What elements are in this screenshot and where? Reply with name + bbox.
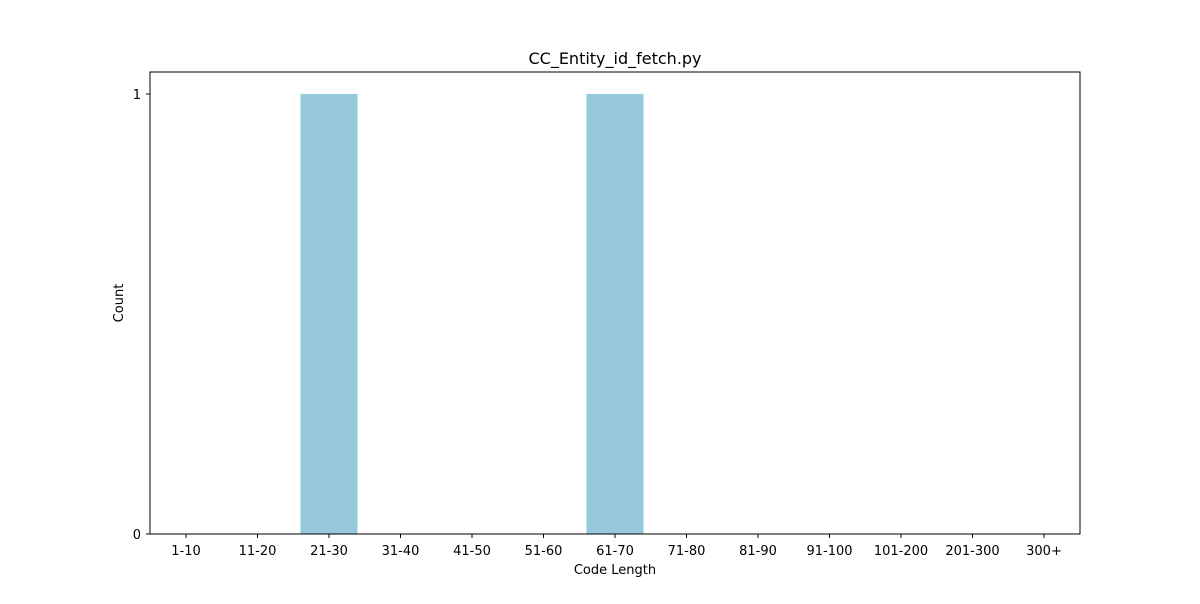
bars-layer	[300, 94, 644, 534]
x-tick-label: 81-90	[739, 544, 777, 559]
y-tick-label: 1	[133, 88, 141, 103]
y-tick-label: 0	[133, 528, 141, 543]
bar-21-30	[300, 94, 358, 534]
x-tick-label: 1-10	[171, 544, 201, 559]
x-tick-label: 31-40	[382, 544, 420, 559]
y-axis-ticks: 01	[133, 88, 150, 543]
x-tick-label: 71-80	[668, 544, 706, 559]
bar-61-70	[586, 94, 644, 534]
x-tick-label: 91-100	[806, 544, 852, 559]
x-axis-label: Code Length	[574, 563, 656, 578]
y-axis-label: Count	[112, 284, 127, 323]
x-tick-label: 201-300	[945, 544, 999, 559]
x-axis-ticks: 1-10 11-20 21-30 31-40 41-50 51-60 61-70 71-80 8…	[171, 534, 1062, 559]
x-tick-label: 51-60	[525, 544, 563, 559]
x-tick-label: 41-50	[453, 544, 491, 559]
chart-title: CC_Entity_id_fetch.py	[528, 49, 701, 69]
x-tick-label: 61-70	[596, 544, 634, 559]
x-tick-label: 21-30	[310, 544, 348, 559]
x-tick-label: 101-200	[874, 544, 928, 559]
x-tick-label: 300+	[1026, 544, 1062, 559]
x-tick-label: 11-20	[239, 544, 277, 559]
